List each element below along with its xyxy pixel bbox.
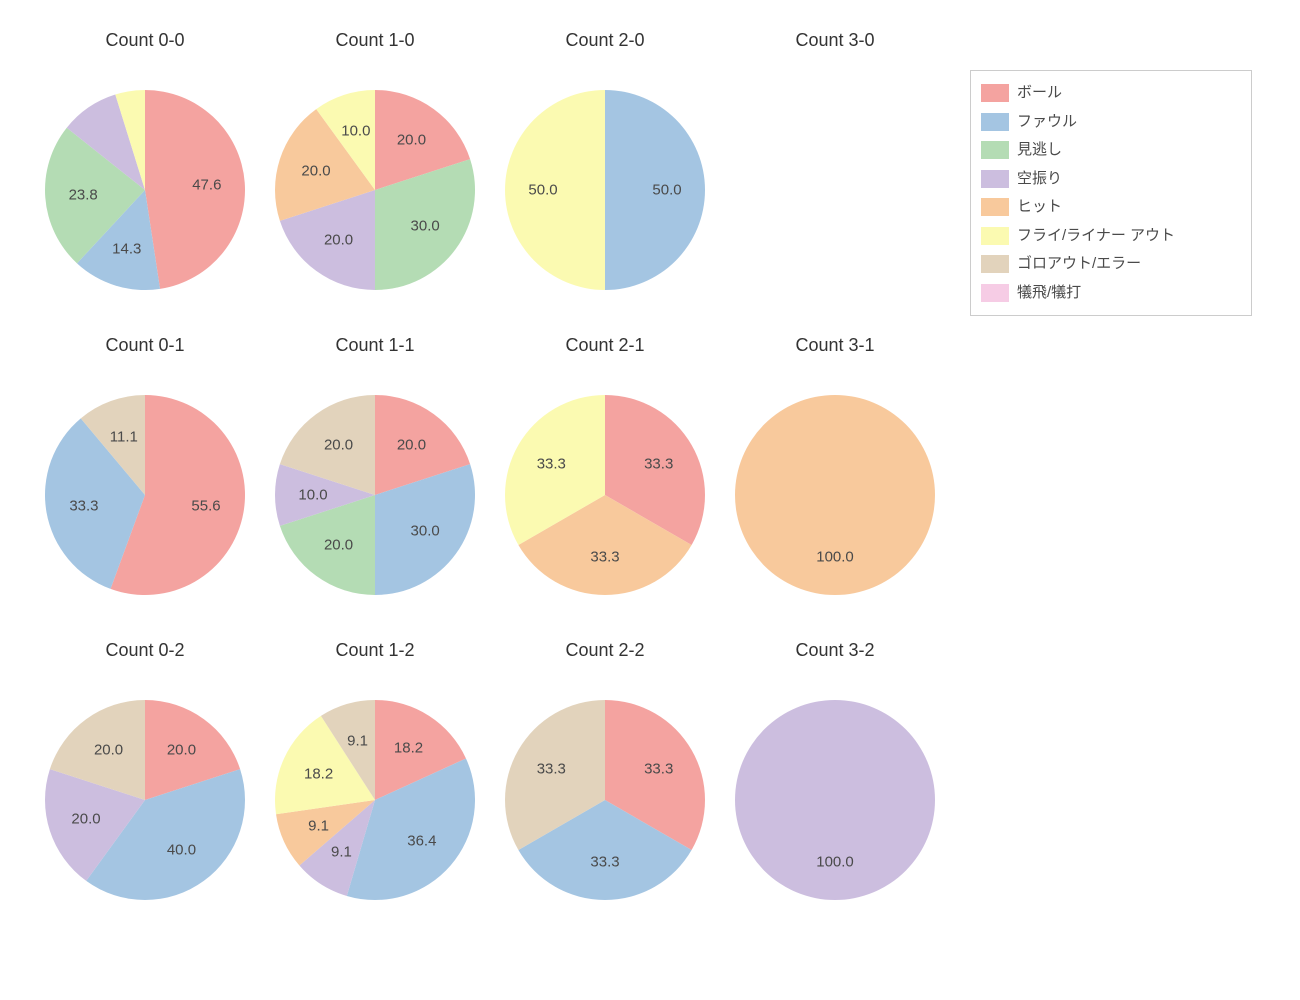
chart-cell: Count 2-0 50.050.0 [490, 30, 720, 335]
chart-title: Count 0-2 [30, 640, 260, 661]
chart-title: Count 3-1 [720, 335, 950, 356]
chart-grid: Count 0-0 47.614.323.8 Count 1-0 20.030.020… [0, 0, 1300, 1000]
legend-item: ファウル [981, 108, 1241, 137]
pie-chart: 100.0 [735, 700, 935, 900]
pie-svg [45, 395, 245, 595]
chart-cell: Count 0-0 47.614.323.8 [30, 30, 260, 335]
pie-chart: 50.050.0 [505, 90, 705, 290]
chart-title: Count 2-2 [490, 640, 720, 661]
chart-title: Count 3-0 [720, 30, 950, 51]
pie-chart: 100.0 [735, 395, 935, 595]
chart-title: Count 3-2 [720, 640, 950, 661]
pie-slice [505, 90, 605, 290]
chart-cell: Count 2-1 33.333.333.3 [490, 335, 720, 640]
legend-item: フライ/ライナー アウト [981, 222, 1241, 251]
legend-item: ボール [981, 79, 1241, 108]
legend: ボールファウル見逃し空振りヒットフライ/ライナー アウトゴロアウト/エラー犠飛/… [970, 70, 1252, 316]
legend-label: 犠飛/犠打 [1017, 279, 1081, 308]
pie-chart: 18.236.49.19.118.29.1 [275, 700, 475, 900]
chart-cell: Count 0-2 20.040.020.020.0 [30, 640, 260, 945]
legend-label: ゴロアウト/エラー [1017, 250, 1141, 279]
legend-label: 見逃し [1017, 136, 1062, 165]
legend-item: ヒット [981, 193, 1241, 222]
legend-label: フライ/ライナー アウト [1017, 222, 1175, 251]
legend-swatch [981, 284, 1009, 302]
chart-title: Count 1-0 [260, 30, 490, 51]
legend-swatch [981, 255, 1009, 273]
chart-cell: Count 1-1 20.030.020.010.020.0 [260, 335, 490, 640]
chart-cell: Count 2-2 33.333.333.3 [490, 640, 720, 945]
legend-label: ヒット [1017, 193, 1062, 222]
chart-cell: Count 1-2 18.236.49.19.118.29.1 [260, 640, 490, 945]
chart-title: Count 0-1 [30, 335, 260, 356]
pie-chart: 20.030.020.010.020.0 [275, 395, 475, 595]
legend-label: ボール [1017, 79, 1062, 108]
chart-title: Count 2-0 [490, 30, 720, 51]
chart-cell: Count 3-2 100.0 [720, 640, 950, 945]
pie-chart [735, 90, 935, 290]
pie-svg [505, 395, 705, 595]
legend-item: 見逃し [981, 136, 1241, 165]
chart-title: Count 2-1 [490, 335, 720, 356]
chart-cell: Count 3-1 100.0 [720, 335, 950, 640]
pie-chart: 55.633.311.1 [45, 395, 245, 595]
legend-swatch [981, 84, 1009, 102]
chart-title: Count 1-2 [260, 640, 490, 661]
legend-swatch [981, 227, 1009, 245]
pie-slice [145, 90, 245, 289]
pie-svg [275, 700, 475, 900]
pie-svg [735, 700, 935, 900]
chart-title: Count 0-0 [30, 30, 260, 51]
chart-cell: Count 1-0 20.030.020.020.010.0 [260, 30, 490, 335]
chart-title: Count 1-1 [260, 335, 490, 356]
pie-chart: 20.040.020.020.0 [45, 700, 245, 900]
legend-item: 空振り [981, 165, 1241, 194]
pie-slice [605, 90, 705, 290]
pie-svg [45, 700, 245, 900]
chart-cell: Count 0-1 55.633.311.1 [30, 335, 260, 640]
pie-chart: 20.030.020.020.010.0 [275, 90, 475, 290]
pie-chart: 47.614.323.8 [45, 90, 245, 290]
pie-svg [275, 90, 475, 290]
legend-label: 空振り [1017, 165, 1062, 194]
pie-slice [735, 700, 935, 900]
legend-swatch [981, 170, 1009, 188]
pie-svg [275, 395, 475, 595]
pie-svg [505, 90, 705, 290]
legend-swatch [981, 198, 1009, 216]
chart-cell: Count 3-0 [720, 30, 950, 335]
pie-slice [735, 395, 935, 595]
legend-swatch [981, 113, 1009, 131]
pie-svg [505, 700, 705, 900]
legend-label: ファウル [1017, 108, 1077, 137]
pie-svg [735, 395, 935, 595]
legend-swatch [981, 141, 1009, 159]
legend-item: ゴロアウト/エラー [981, 250, 1241, 279]
pie-chart: 33.333.333.3 [505, 700, 705, 900]
legend-item: 犠飛/犠打 [981, 279, 1241, 308]
pie-chart: 33.333.333.3 [505, 395, 705, 595]
pie-svg [45, 90, 245, 290]
